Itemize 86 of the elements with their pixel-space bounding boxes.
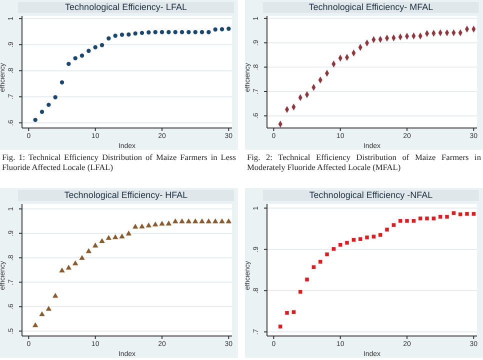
point — [166, 30, 171, 34]
point — [126, 32, 131, 37]
point — [285, 311, 289, 315]
point — [200, 30, 204, 34]
point — [79, 254, 85, 260]
point — [106, 234, 112, 240]
point — [39, 311, 45, 316]
point — [199, 218, 205, 224]
point — [378, 233, 382, 237]
point — [53, 95, 58, 100]
point — [133, 31, 138, 36]
point — [220, 27, 224, 32]
point — [152, 221, 158, 226]
point — [385, 228, 389, 232]
point — [472, 212, 476, 216]
point — [60, 80, 64, 85]
point — [398, 219, 402, 223]
point — [32, 322, 38, 328]
point — [86, 48, 91, 54]
point — [284, 106, 290, 113]
point — [139, 223, 145, 228]
point — [120, 32, 124, 37]
point — [180, 30, 184, 34]
chart-title: Technological Efficiency -NFAL — [263, 190, 479, 201]
point — [445, 214, 449, 219]
point — [72, 260, 78, 266]
point — [160, 30, 164, 34]
point — [146, 30, 151, 35]
point — [365, 236, 369, 240]
point — [392, 223, 396, 227]
point — [206, 30, 211, 34]
caption: Fig. 1: Technical Efficiency Distribution of Maize Farmers in Less Fluoride Affected Locale (LFAL) — [2, 153, 236, 173]
point — [112, 234, 118, 240]
chart-title: Technological Efficiency- HFAL — [18, 190, 234, 201]
point — [358, 237, 362, 241]
point — [412, 219, 416, 223]
point — [166, 220, 172, 226]
chart-title: Technological Efficiency- MFAL — [263, 2, 479, 13]
point — [278, 324, 282, 328]
point — [140, 30, 144, 36]
point — [173, 30, 178, 34]
point — [186, 30, 191, 34]
point — [219, 218, 225, 224]
point — [325, 252, 329, 256]
point — [372, 234, 376, 238]
point — [40, 110, 44, 114]
point — [405, 219, 409, 223]
point — [73, 56, 78, 60]
point — [153, 30, 158, 34]
point — [99, 238, 105, 244]
point — [146, 222, 152, 228]
point — [345, 240, 349, 245]
point — [452, 211, 456, 215]
point — [52, 292, 58, 298]
point — [92, 242, 98, 248]
point — [332, 247, 336, 251]
point — [352, 238, 356, 242]
point — [432, 216, 436, 220]
point — [66, 62, 71, 66]
point — [113, 34, 118, 38]
point — [106, 36, 111, 41]
point — [226, 26, 231, 31]
point — [80, 53, 84, 58]
point — [305, 278, 309, 282]
point — [33, 118, 38, 122]
point — [418, 216, 422, 220]
point — [100, 43, 104, 48]
point — [193, 30, 198, 34]
point — [179, 218, 185, 224]
point — [46, 306, 52, 311]
point — [425, 216, 429, 220]
point — [119, 233, 125, 238]
point — [312, 265, 316, 269]
caption: Fig. 2: Technical Efficiency Distribution of Maize Farmers in Moderately Fluoride Affected Locale (MFAL) — [247, 153, 481, 173]
point — [292, 310, 296, 314]
point — [465, 212, 469, 216]
point — [93, 45, 98, 50]
point — [86, 248, 92, 254]
point — [46, 102, 51, 107]
point — [159, 220, 165, 226]
point — [213, 27, 218, 32]
point — [59, 267, 65, 272]
point — [126, 230, 132, 236]
chart-title: Technological Efficiency- LFAL — [18, 2, 234, 13]
point — [66, 264, 72, 270]
point — [132, 224, 138, 229]
